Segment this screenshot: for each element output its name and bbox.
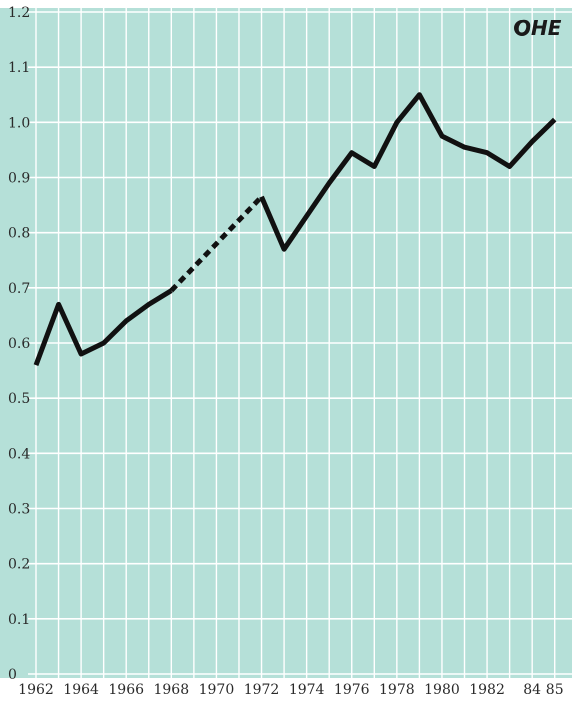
y-tick-label: 0.8 (8, 226, 30, 242)
y-tick-label: 1.2 (8, 5, 30, 21)
x-axis-ticks: 1962 1964 1966 1968 1970 1972 1974 1976 1978 1980… (18, 682, 563, 698)
series-line-dashed (169, 195, 264, 293)
logo-text: OHE (514, 16, 562, 40)
y-axis-ticks: 0 0.1 0.2 0.3 0.4 0.5 0.6 0.7 0.8 0.9 1.0 1.1 1.2 (8, 5, 30, 683)
grid-lines (28, 8, 572, 678)
x-tick-label: 1974 (289, 682, 325, 698)
y-tick-label: 0.3 (8, 502, 30, 518)
ohe-logo: OHE (514, 16, 562, 40)
x-tick-label: 1964 (63, 682, 99, 698)
y-tick-label: 1.0 (8, 115, 30, 131)
x-tick-label: 1982 (469, 682, 505, 698)
y-tick-label: 0.6 (8, 336, 30, 352)
x-tick-label: 85 (546, 682, 564, 698)
y-tick-label: 0.9 (8, 171, 30, 187)
y-tick-label: 0.2 (8, 557, 30, 573)
x-tick-label: 1968 (153, 682, 189, 698)
x-tick-label: 1978 (379, 682, 415, 698)
y-tick-label: 0.4 (8, 446, 30, 462)
y-tick-label: 0.5 (8, 391, 30, 407)
x-tick-label: 1972 (244, 682, 280, 698)
y-tick-label: 1.1 (8, 60, 30, 76)
x-tick-label: 1970 (199, 682, 235, 698)
x-tick-label: 1976 (334, 682, 370, 698)
x-tick-label: 1962 (18, 682, 54, 698)
y-tick-label: 0.1 (8, 612, 30, 628)
series-line (259, 92, 557, 252)
logo-circle-icon (514, 20, 530, 36)
data-lines (33, 92, 557, 366)
x-tick-label: 1966 (108, 682, 144, 698)
series-line (33, 288, 173, 366)
x-tick-label: 84 (523, 682, 541, 698)
y-tick-label: 0.7 (8, 281, 30, 297)
x-tick-label: 1980 (424, 682, 460, 698)
y-tick-label: 0 (8, 667, 17, 683)
